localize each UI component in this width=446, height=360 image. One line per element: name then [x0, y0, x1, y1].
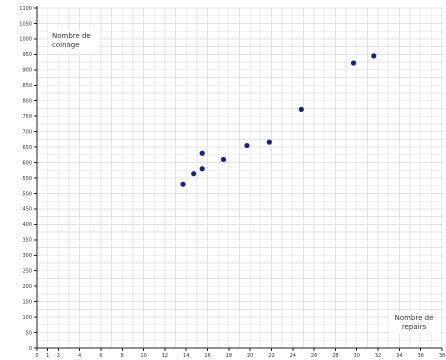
y-tick-label: 450	[22, 207, 32, 213]
x-tick-label: 6	[99, 353, 102, 359]
y-tick-label: 1000	[19, 37, 32, 43]
x-tick-label: 38	[439, 353, 445, 359]
x-tick-label: 32	[375, 353, 381, 359]
y-tick-label: 400	[22, 222, 32, 228]
x-axis-title: repairs	[402, 323, 427, 331]
y-tick-label: 1050	[19, 21, 32, 27]
grid-lines	[36, 7, 443, 349]
data-point	[199, 150, 205, 156]
y-tick-label: 700	[22, 129, 32, 135]
y-tick-label: 1100	[19, 6, 32, 12]
x-tick-label: 12	[162, 353, 168, 359]
y-tick-label: 900	[22, 68, 32, 74]
x-tick-label: 4	[78, 353, 81, 359]
y-tick-label: 350	[22, 238, 32, 244]
y-tick-label: 950	[22, 52, 32, 58]
x-tick-label: 10	[140, 353, 146, 359]
y-tick-label: 800	[22, 99, 32, 105]
x-tick-label: 22	[268, 353, 274, 359]
y-tick-label: 0	[29, 346, 32, 352]
x-tick-label: 20	[247, 353, 253, 359]
y-tick-label: 250	[22, 269, 32, 275]
y-tick-label: 500	[22, 191, 32, 197]
data-point	[244, 142, 250, 149]
y-tick-label: 750	[22, 114, 32, 120]
x-tick-label: 18	[226, 353, 232, 359]
data-point	[371, 53, 377, 59]
x-tick-label: 2	[57, 353, 60, 359]
x-axis-title: Nombre de	[395, 314, 434, 322]
data-point	[266, 139, 272, 145]
tick-labels: 0 1 2 4 6 8 10 12 14 16 18 20 22 24 26 28 30 32 34 36 380501…	[19, 6, 445, 359]
x-tick-label: 36	[417, 353, 423, 359]
y-tick-label: 200	[22, 284, 32, 290]
data-point	[298, 106, 304, 112]
data-point	[220, 156, 227, 163]
x-tick-label: 1	[46, 353, 49, 359]
x-tick-label: 30	[354, 353, 360, 359]
y-tick-label: 850	[22, 83, 32, 89]
y-tick-label: 150	[22, 299, 32, 305]
data-point	[350, 60, 357, 66]
data-points	[180, 53, 377, 187]
x-tick-label: 8	[121, 353, 124, 359]
x-tick-label: 14	[183, 353, 189, 359]
data-point	[191, 171, 197, 177]
x-tick-label: 26	[311, 353, 317, 359]
y-tick-label: 50	[26, 330, 32, 336]
y-axis-title-background	[48, 30, 98, 52]
x-tick-label: 34	[396, 353, 402, 359]
x-tick-label: 0	[35, 353, 38, 359]
y-tick-label: 550	[22, 176, 32, 182]
y-tick-label: 650	[22, 145, 32, 151]
axes	[34, 6, 442, 349]
data-point	[199, 166, 205, 172]
x-tick-label: 28	[332, 353, 338, 359]
y-tick-label: 600	[22, 160, 32, 166]
x-axis-title-background	[390, 312, 440, 334]
y-axis-title: coinage	[52, 41, 80, 49]
data-point	[180, 181, 186, 187]
y-tick-label: 300	[22, 253, 32, 259]
x-tick-label: 24	[290, 353, 296, 359]
y-tick-label: 100	[22, 315, 32, 321]
x-tick-label: 16	[204, 353, 210, 359]
y-axis-title: Nombre de	[52, 32, 91, 40]
